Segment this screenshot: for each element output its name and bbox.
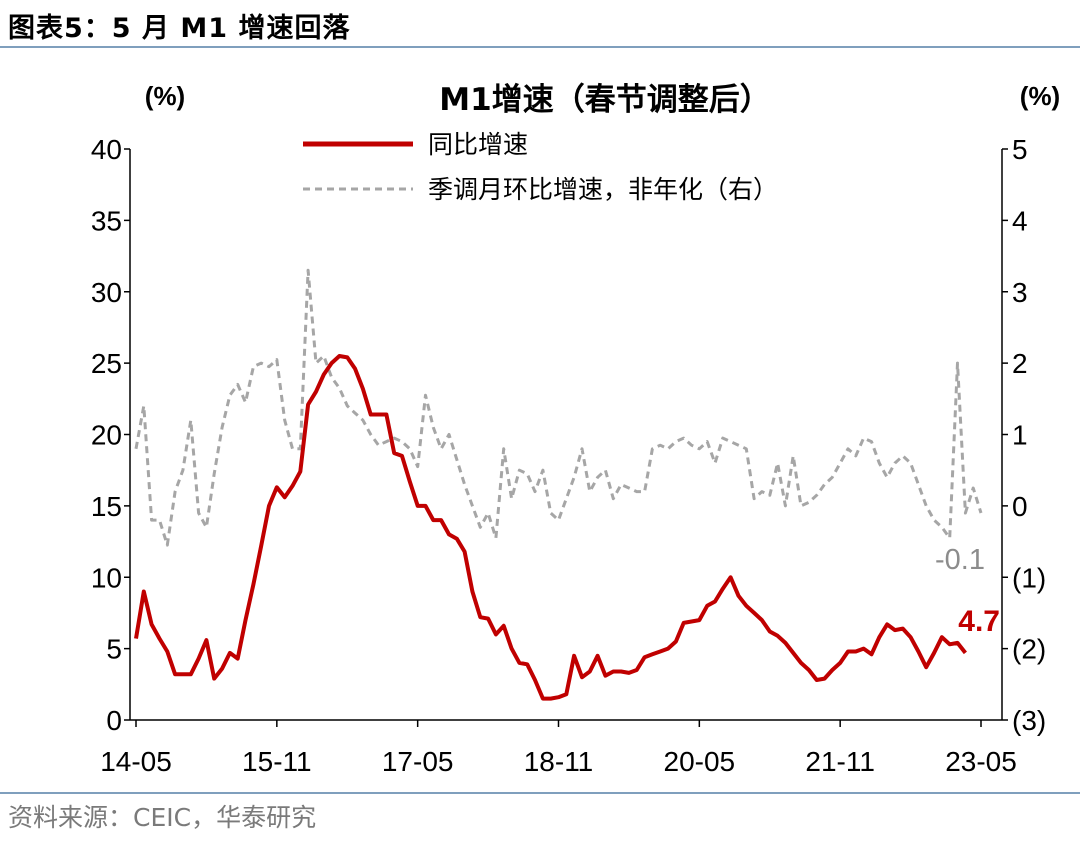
right-tick-label: 4 xyxy=(1012,205,1028,236)
left-tick-label: 5 xyxy=(106,634,122,665)
x-tick-label: 14-05 xyxy=(100,746,172,777)
left-tick-label: 35 xyxy=(91,205,122,236)
left-tick-label: 0 xyxy=(106,705,122,736)
x-tick-label: 20-05 xyxy=(664,746,736,777)
plot-area: 4.7 -0.1 xyxy=(134,268,1000,701)
source-note: 资料来源：CEIC，华泰研究 xyxy=(8,803,317,832)
legend-label-mom: 季调月环比增速，非年化（右） xyxy=(428,175,778,204)
series-line-yoy xyxy=(134,354,967,701)
legend: 同比增速 季调月环比增速，非年化（右） xyxy=(303,130,778,204)
right-tick-label: 1 xyxy=(1012,420,1028,451)
left-axis-unit: (%) xyxy=(145,81,185,111)
footer-rule xyxy=(0,792,1080,794)
right-tick-label: (3) xyxy=(1012,705,1046,736)
right-axis-unit: (%) xyxy=(1020,81,1060,111)
end-label-mom: -0.1 xyxy=(935,544,985,576)
left-tick-label: 10 xyxy=(91,562,122,593)
right-tick-label: 2 xyxy=(1012,348,1028,379)
right-tick-label: (2) xyxy=(1012,634,1046,665)
legend-label-yoy: 同比增速 xyxy=(428,130,528,159)
x-tick-label: 18-11 xyxy=(524,746,594,777)
header-rule xyxy=(0,46,1080,48)
x-tick-label: 23-05 xyxy=(945,746,1017,777)
left-tick-label: 40 xyxy=(91,134,122,165)
x-tick-label: 21-11 xyxy=(805,746,875,777)
chart-title: M1增速（春节调整后） xyxy=(439,82,770,118)
axes: 0 5 10 15 20 25 30 35 40 (3) (2) (1) 0 1 2 3 4 5 14-05 15-1… xyxy=(91,134,1046,777)
left-tick-label: 25 xyxy=(91,348,122,379)
x-tick-label: 15-11 xyxy=(242,746,312,777)
right-tick-label: (1) xyxy=(1012,562,1046,593)
left-tick-label: 20 xyxy=(91,420,122,451)
right-tick-label: 3 xyxy=(1012,277,1028,308)
left-tick-label: 15 xyxy=(91,491,122,522)
left-tick-label: 30 xyxy=(91,277,122,308)
right-tick-label: 0 xyxy=(1012,491,1028,522)
figure-heading: 5 月 M1 增速回落 xyxy=(111,13,351,44)
right-tick-label: 5 xyxy=(1012,134,1028,165)
x-tick-label: 17-05 xyxy=(382,746,454,777)
series-line-mom xyxy=(134,268,983,547)
end-label-yoy: 4.7 xyxy=(958,605,1000,638)
figure-label: 图表5： xyxy=(8,13,112,44)
figure-title: 图表5：5 月 M1 增速回落 xyxy=(8,6,350,45)
